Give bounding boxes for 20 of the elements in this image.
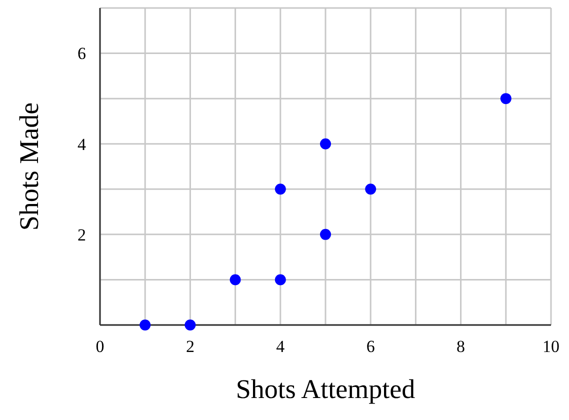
x-tick-label: 6	[366, 337, 375, 356]
y-axis-title: Shots Made	[14, 102, 44, 231]
point	[140, 320, 151, 330]
y-tick-label: 6	[78, 44, 86, 64]
point	[184, 320, 196, 330]
x-tick-label: 0	[96, 337, 104, 356]
point	[320, 228, 331, 240]
point	[274, 184, 286, 195]
y-tick-label: 2	[78, 225, 86, 244]
y-tick-label: 4	[78, 134, 86, 154]
point	[230, 274, 241, 286]
x-tick-label: 4	[276, 337, 286, 356]
point	[320, 138, 331, 150]
point	[365, 184, 376, 195]
x-axis-title: Shots Attempted	[236, 374, 416, 404]
x-tick-label: 2	[186, 337, 194, 356]
x-tick-label: 10	[542, 337, 560, 356]
x-tick-label: 8	[456, 337, 466, 356]
point	[500, 93, 512, 104]
point	[274, 274, 286, 286]
